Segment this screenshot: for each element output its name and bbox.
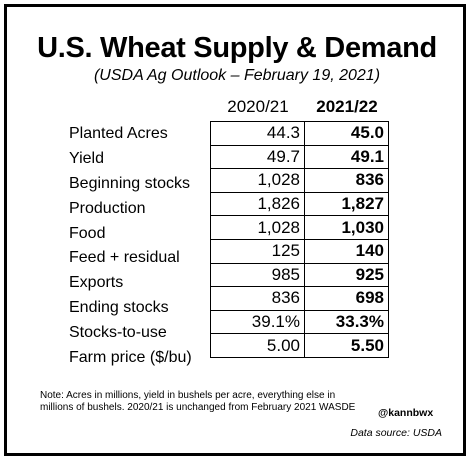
table-row: 49.7 49.1: [210, 144, 389, 170]
table-cell-2020-21: 985: [210, 262, 305, 288]
table-row: 44.3 45.0: [210, 121, 389, 146]
data-source: Data source: USDA: [350, 427, 442, 439]
row-label-yield: Yield: [69, 149, 104, 167]
table-cell-2020-21: 836: [210, 286, 305, 311]
table-row: 5.00 5.50: [210, 333, 389, 358]
table-row: 39.1% 33.3%: [210, 309, 389, 335]
table-cell-2021-22: 5.50: [304, 333, 389, 358]
table-cell-2021-22: 33.3%: [304, 309, 389, 335]
table-cell-2020-21: 1,028: [210, 168, 305, 193]
table-row: 985 925: [210, 262, 389, 288]
table-row: 836 698: [210, 286, 389, 311]
chart-subtitle: (USDA Ag Outlook – February 19, 2021): [93, 67, 381, 84]
table-cell-2020-21: 49.7: [210, 144, 305, 170]
table-cell-2021-22: 836: [304, 168, 389, 193]
table-cell-2021-22: 1,030: [304, 215, 389, 240]
table-cell-2021-22: 49.1: [304, 144, 389, 170]
footnote: Note: Acres in millions, yield in bushel…: [40, 390, 356, 413]
author-handle: @kannbwx: [378, 407, 434, 419]
table-cell-2020-21: 5.00: [210, 333, 305, 358]
table-cell-2021-22: 140: [304, 238, 389, 264]
table-row: 125 140: [210, 238, 389, 264]
table-cell-2021-22: 925: [304, 262, 389, 288]
table-cell-2021-22: 45.0: [304, 121, 389, 146]
row-label-feed-residual: Feed + residual: [69, 249, 180, 267]
table-cell-2020-21: 1,028: [210, 215, 305, 240]
data-table: 44.3 45.0 49.7 49.1 1,028 836 1,826 1,82…: [210, 121, 389, 358]
row-label-food: Food: [69, 224, 106, 242]
row-label-ending-stocks: Ending stocks: [69, 299, 169, 317]
column-header-2021-22: 2021/22: [316, 97, 378, 116]
table-cell-2021-22: 1,827: [304, 191, 389, 217]
row-label-planted-acres: Planted Acres: [69, 125, 168, 142]
row-label-farm-price: Farm price ($/bu): [69, 349, 192, 367]
chart-frame: [4, 4, 466, 456]
table-row: 1,028 836: [210, 168, 389, 193]
row-label-exports: Exports: [69, 274, 124, 292]
table-cell-2020-21: 1,826: [210, 191, 305, 217]
row-label-stocks-to-use: Stocks-to-use: [69, 324, 167, 342]
table-cell-2020-21: 125: [210, 238, 305, 264]
row-label-beginning-stocks: Beginning stocks: [69, 174, 190, 192]
row-labels: Planted Acres Yield Beginning stocks Pro…: [69, 121, 192, 370]
column-header-2020-21: 2020/21: [227, 97, 289, 116]
table-row: 1,826 1,827: [210, 191, 389, 217]
table-cell-2020-21: 39.1%: [210, 309, 305, 335]
table-cell-2020-21: 44.3: [210, 121, 305, 146]
table-row: 1,028 1,030: [210, 215, 389, 240]
table-cell-2021-22: 698: [304, 286, 389, 311]
chart-title: U.S. Wheat Supply & Demand: [37, 32, 437, 64]
row-label-production: Production: [69, 199, 146, 217]
